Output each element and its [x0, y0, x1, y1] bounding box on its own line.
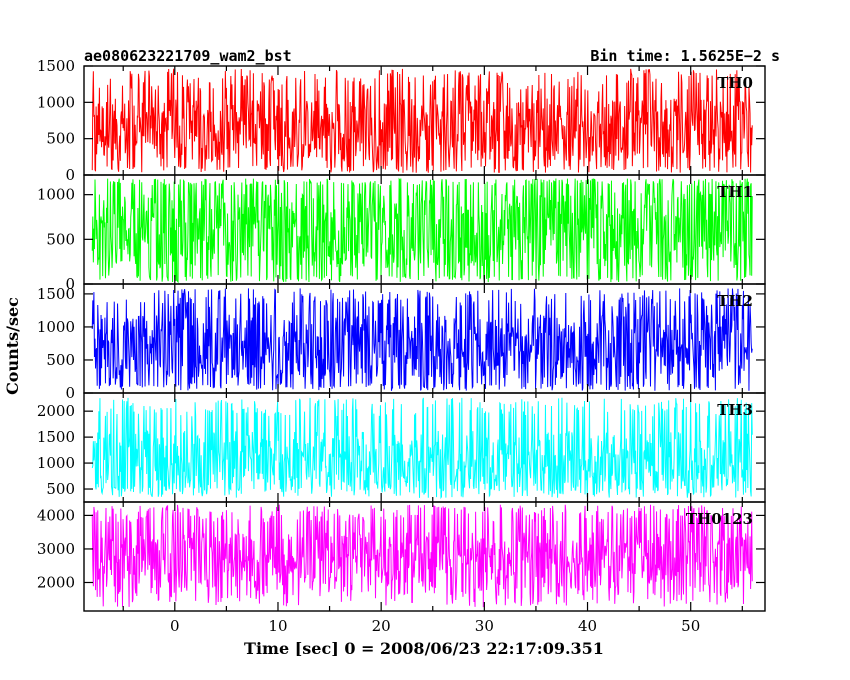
- x-tick-label: 10: [268, 617, 287, 635]
- y-tick-label: 500: [46, 230, 75, 248]
- series-line-th0123: [91, 504, 753, 608]
- series-line-th1: [91, 177, 753, 284]
- y-tick-label: 3000: [37, 540, 75, 558]
- y-tick-label: 0: [65, 166, 75, 184]
- x-tick-label: 20: [372, 617, 391, 635]
- y-tick-label: 1500: [37, 285, 75, 303]
- bin-time-label: Bin time: 1.5625E−2 s: [590, 47, 780, 65]
- x-axis-label: Time [sec] 0 = 2008/06/23 22:17:09.351: [244, 639, 604, 658]
- panel-label-th0123: TH0123: [686, 510, 753, 528]
- y-tick-label: 2000: [37, 573, 75, 591]
- panel-frame-th0123: [83, 501, 766, 612]
- x-tick-label: 40: [578, 617, 597, 635]
- y-tick-label: 1000: [37, 186, 75, 204]
- y-tick-label: 500: [46, 130, 75, 148]
- series-line-th0: [91, 68, 753, 173]
- y-tick-label: 1500: [37, 57, 75, 75]
- y-tick-label: 1000: [37, 454, 75, 472]
- y-tick-label: 1500: [37, 428, 75, 446]
- panel-label-th3: TH3: [717, 401, 753, 419]
- series-line-th2: [91, 288, 753, 391]
- y-tick-label: 1000: [37, 93, 75, 111]
- x-tick-label: 30: [475, 617, 494, 635]
- panel-label-th2: TH2: [717, 292, 753, 310]
- panel-label-th0: TH0: [717, 74, 753, 92]
- series-line-th3: [91, 397, 753, 500]
- panel-label-th1: TH1: [717, 183, 753, 201]
- y-tick-label: 500: [46, 351, 75, 369]
- x-tick-label: 0: [170, 617, 180, 635]
- y-tick-label: 2000: [37, 402, 75, 420]
- y-tick-label: 4000: [37, 506, 75, 524]
- y-axis-label: Counts/sec: [3, 297, 22, 395]
- x-tick-label: 50: [681, 617, 700, 635]
- y-tick-label: 1000: [37, 318, 75, 336]
- y-tick-label: 0: [65, 384, 75, 402]
- y-tick-label: 500: [46, 480, 75, 498]
- chart-title: ae080623221709_wam2_bst: [84, 47, 292, 65]
- y-tick-label: 0: [65, 275, 75, 293]
